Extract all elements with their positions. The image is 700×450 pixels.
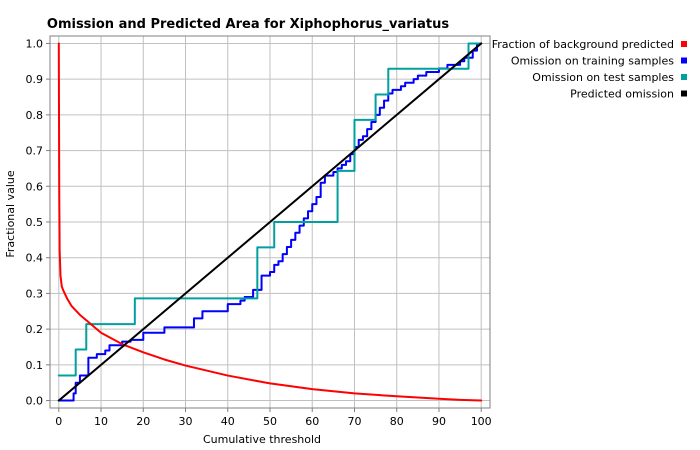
legend-label-2: Omission on test samples — [532, 71, 674, 84]
x-axis-label: Cumulative threshold — [203, 433, 321, 446]
x-tick-label-8: 80 — [390, 415, 404, 428]
legend-swatch-1 — [681, 57, 687, 64]
series-line-fraction-of-background-predicted — [57, 42, 483, 402]
grid — [50, 36, 490, 408]
y-tick-label-10: 1.0 — [26, 37, 44, 50]
y-tick-label-5: 0.5 — [26, 216, 44, 229]
chart-title: Omission and Predicted Area for Xiphopho… — [47, 17, 449, 32]
legend-item-2: Omission on test samples — [532, 71, 687, 84]
legend-swatch-2 — [681, 74, 687, 80]
legend-label-1: Omission on training samples — [511, 55, 674, 68]
legend-item-3: Predicted omission — [570, 88, 687, 101]
y-tick-label-9: 0.9 — [26, 73, 44, 86]
x-tick-label-9: 90 — [432, 415, 446, 428]
x-tick-label-4: 40 — [221, 415, 235, 428]
series-line-omission-on-training-samples — [57, 42, 483, 402]
legend-label-3: Predicted omission — [570, 88, 674, 101]
y-tick-label-1: 0.1 — [26, 359, 44, 372]
legend-swatch-0 — [681, 41, 687, 47]
legend: Fraction of background predicted Omission… — [492, 38, 687, 101]
x-tick-label-6: 60 — [305, 415, 319, 428]
series-line-predicted-omission — [57, 42, 483, 402]
y-tick-label-3: 0.3 — [26, 287, 44, 300]
x-tick-label-5: 50 — [263, 415, 277, 428]
y-tick-label-6: 0.6 — [26, 180, 44, 193]
series-layer — [57, 42, 483, 402]
y-tick-label-2: 0.2 — [26, 323, 44, 336]
y-tick-label-7: 0.7 — [26, 145, 44, 158]
x-tick-label-0: 0 — [55, 415, 62, 428]
x-tick-label-10: 100 — [471, 415, 492, 428]
x-tick-label-7: 70 — [347, 415, 361, 428]
y-tick-label-8: 0.8 — [26, 109, 44, 122]
x-tick-label-3: 30 — [179, 415, 193, 428]
x-axis-ticks: 0 10 20 30 40 50 60 70 80 90 100 — [55, 408, 492, 428]
series-line-omission-on-test-samples — [57, 42, 483, 377]
x-tick-label-2: 20 — [136, 415, 150, 428]
legend-swatch-3 — [681, 90, 687, 97]
x-tick-label-1: 10 — [94, 415, 108, 428]
legend-item-0: Fraction of background predicted — [492, 38, 687, 51]
y-tick-label-4: 0.4 — [26, 252, 44, 265]
legend-item-1: Omission on training samples — [511, 55, 687, 68]
plot-area: 0 10 20 30 40 50 60 70 80 90 100 0.00.10.20.30.40.… — [26, 35, 492, 428]
legend-label-0: Fraction of background predicted — [492, 38, 674, 51]
y-axis-ticks: 0.0 0.1 0.2 0.3 0.4 0.5 0.6 0.7 0.8 0.9 1.0 — [26, 37, 50, 408]
y-axis-label: Fractional value — [4, 170, 17, 257]
y-tick-label-0: 0.0 — [26, 395, 44, 408]
